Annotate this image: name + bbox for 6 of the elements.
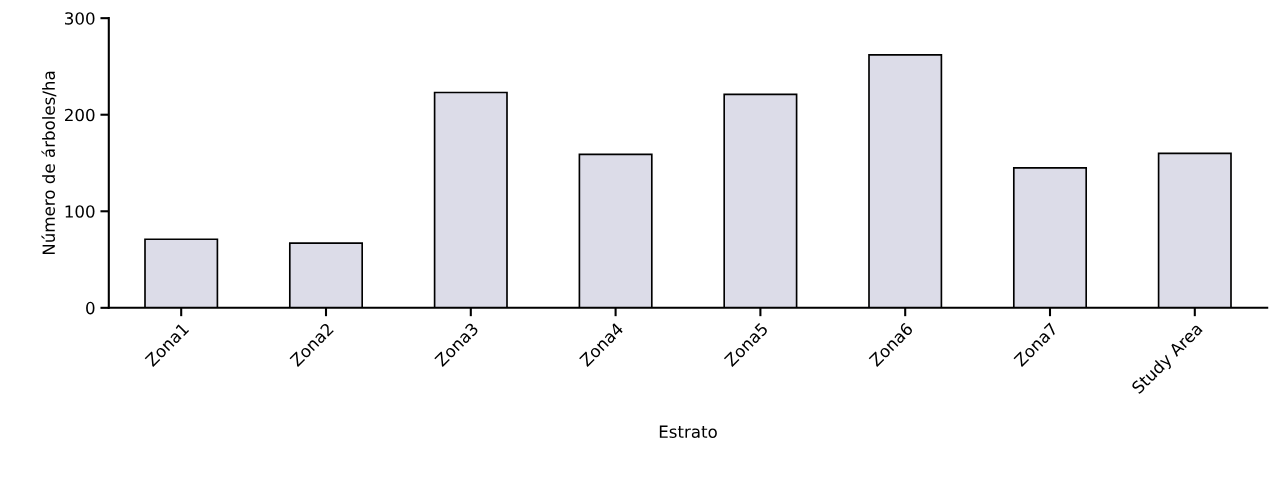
y-tick-label: 200 — [65, 108, 95, 122]
y-axis-title: Número de árboles/ha — [41, 71, 57, 255]
y-tick-label: 300 — [65, 12, 95, 25]
y-tick-label: 0 — [86, 301, 95, 315]
x-axis-title: Estrato — [659, 425, 717, 438]
y-tick-label: 100 — [65, 205, 95, 218]
